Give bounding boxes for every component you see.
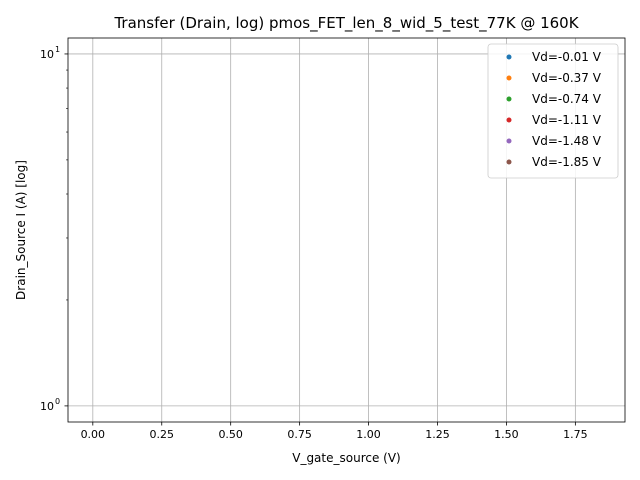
x-axis-label: V_gate_source (V) bbox=[292, 451, 401, 465]
legend-marker-2 bbox=[506, 96, 512, 102]
x-tick-label-0: 0.00 bbox=[81, 428, 106, 441]
legend-entry-3: Vd=-1.11 V bbox=[532, 113, 602, 127]
legend-marker-1 bbox=[506, 75, 512, 81]
y-tick-exponent-1: 1 bbox=[55, 45, 60, 54]
y-tick-exponent-0: 0 bbox=[55, 397, 60, 406]
legend-marker-3 bbox=[506, 117, 512, 123]
legend-entry-4: Vd=-1.48 V bbox=[532, 134, 602, 148]
x-tick-label-7: 1.75 bbox=[563, 428, 588, 441]
x-tick-label-2: 0.50 bbox=[218, 428, 243, 441]
x-tick-label-1: 0.25 bbox=[150, 428, 175, 441]
legend-entry-1: Vd=-0.37 V bbox=[532, 71, 602, 85]
x-tick-label-4: 1.00 bbox=[356, 428, 381, 441]
x-tick-label-5: 1.25 bbox=[425, 428, 450, 441]
legend-marker-0 bbox=[506, 54, 512, 60]
legend: Vd=-0.01 V Vd=-0.37 V Vd=-0.74 V Vd=-1.11 V… bbox=[487, 43, 619, 179]
legend-box bbox=[487, 43, 619, 179]
y-tick-label-1: 10 bbox=[40, 48, 54, 61]
legend-marker-5 bbox=[506, 159, 512, 165]
legend-marker-4 bbox=[506, 138, 512, 144]
y-tick-label-0: 10 bbox=[40, 400, 54, 413]
legend-entry-5: Vd=-1.85 V bbox=[532, 155, 602, 169]
y-axis-label: Drain_Source I (A) [log] bbox=[14, 160, 28, 300]
x-tick-label-6: 1.50 bbox=[494, 428, 519, 441]
plot-frame bbox=[67, 37, 626, 423]
legend-entry-2: Vd=-0.74 V bbox=[532, 92, 602, 106]
legend-entry-0: Vd=-0.01 V bbox=[532, 50, 602, 64]
x-tick-label-3: 0.75 bbox=[287, 428, 312, 441]
x-axis-ticks: 0.00 0.25 0.50 0.75 1.00 1.25 1.50 1.75 bbox=[81, 422, 588, 441]
chart-title: Transfer (Drain, log) pmos_FET_len_8_wid… bbox=[113, 14, 579, 33]
